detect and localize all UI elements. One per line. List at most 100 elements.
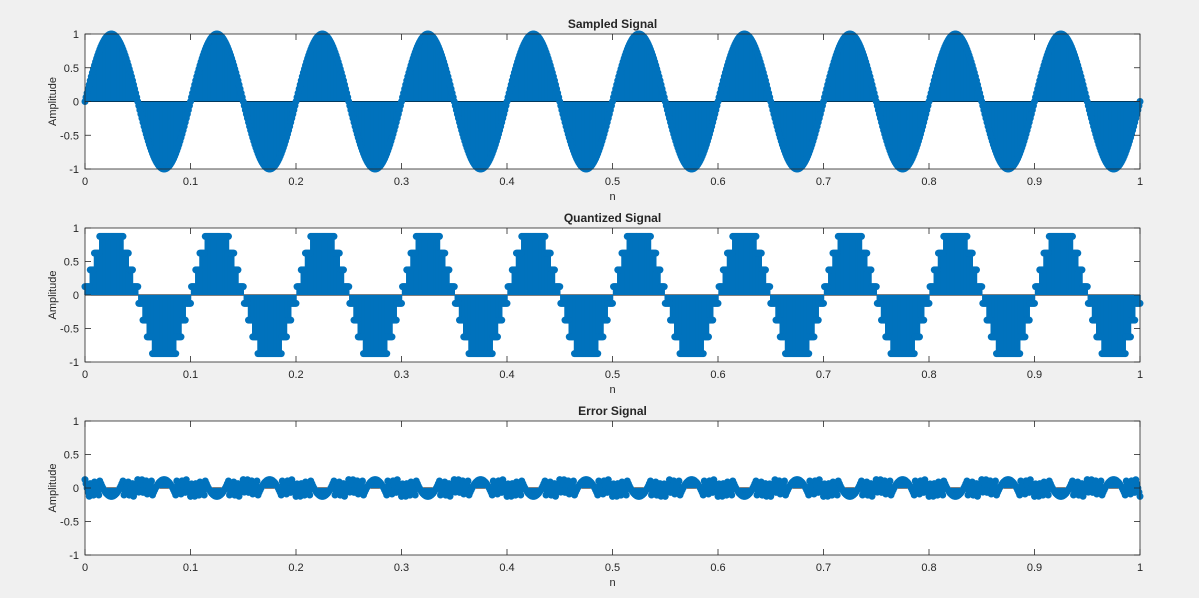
data-point (709, 316, 717, 324)
data-point (1121, 350, 1129, 358)
x-tick-label: 0.2 (288, 369, 303, 381)
data-point (968, 249, 976, 257)
x-axis-label: n (609, 191, 615, 203)
data-point (805, 350, 813, 358)
data-point (134, 283, 142, 291)
data-point (1044, 249, 1052, 257)
x-tick-label: 0.5 (605, 176, 620, 188)
data-point (660, 283, 668, 291)
data-point (296, 283, 304, 291)
data-point (383, 350, 391, 358)
data-point (963, 232, 971, 240)
data-point (810, 333, 818, 341)
x-tick-label: 0.6 (710, 176, 725, 188)
y-tick-label: 0.5 (64, 257, 79, 269)
stem-markers (81, 232, 1144, 358)
x-tick-label: 0 (82, 369, 88, 381)
data-point (358, 333, 366, 341)
data-point (665, 299, 673, 307)
data-point (402, 283, 410, 291)
data-point (353, 316, 361, 324)
data-point (609, 299, 616, 307)
data-point (300, 266, 308, 274)
data-point (876, 299, 884, 307)
data-point (292, 299, 300, 307)
data-point (95, 249, 103, 257)
data-point (833, 249, 841, 257)
data-point (569, 333, 577, 341)
data-point (339, 266, 347, 274)
data-point (511, 266, 519, 274)
data-point (1068, 232, 1076, 240)
data-point (728, 249, 736, 257)
y-tick-label: 1 (73, 223, 79, 235)
data-point (147, 333, 155, 341)
x-tick-label: 0.7 (816, 176, 831, 188)
data-point (814, 316, 822, 324)
data-point (933, 266, 941, 274)
data-point (248, 316, 256, 324)
subplot-2: 0 0.1 0.2 0.3 0.4 0.5 0.6 0.7 0.8 0.9 1 -1 -0.5 0 0.5 1… (47, 211, 1144, 396)
data-point (411, 249, 419, 257)
data-point (119, 232, 127, 240)
x-axis-label: n (609, 384, 615, 396)
data-point (757, 249, 765, 257)
data-point (867, 266, 875, 274)
data-point (1039, 266, 1047, 274)
data-point (138, 299, 146, 307)
data-point (494, 333, 502, 341)
data-point (939, 249, 947, 257)
data-point (224, 232, 232, 240)
data-point (752, 232, 760, 240)
data-point (200, 249, 208, 257)
data-point (670, 316, 678, 324)
y-axis-label: Amplitude (47, 77, 59, 126)
data-point (283, 333, 291, 341)
data-point (306, 249, 314, 257)
data-point (929, 283, 937, 291)
data-point (454, 299, 462, 307)
data-point (277, 350, 285, 358)
data-point (594, 350, 602, 358)
x-tick-label: 1 (1137, 369, 1143, 381)
data-point (925, 299, 933, 307)
data-point (1078, 266, 1086, 274)
subplot-1: 0 0.1 0.2 0.3 0.4 0.5 0.6 0.7 0.8 0.9 1 -1 -0.5 0 0.5 1… (47, 17, 1144, 203)
y-tick-label: 0.5 (64, 63, 79, 75)
data-point (435, 232, 443, 240)
y-axis-label: Amplitude (47, 271, 59, 320)
data-point (766, 283, 774, 291)
data-point (230, 249, 238, 257)
plot-title: Sampled Signal (568, 17, 657, 31)
x-tick-label: 0.3 (394, 369, 409, 381)
data-point (441, 249, 449, 257)
data-point (243, 299, 251, 307)
data-point (986, 316, 994, 324)
data-point (718, 283, 726, 291)
data-point (239, 283, 247, 291)
data-point (1097, 333, 1105, 341)
data-point (507, 283, 515, 291)
data-point (560, 299, 568, 307)
y-tick-label: -1 (69, 357, 79, 369)
data-point (622, 249, 630, 257)
data-point (191, 283, 199, 291)
data-point (775, 316, 783, 324)
data-point (406, 266, 414, 274)
data-point (705, 333, 713, 341)
y-tick-label: 0 (73, 290, 79, 302)
data-point (820, 299, 827, 307)
data-point (459, 316, 467, 324)
data-point (1021, 333, 1029, 341)
data-point (450, 283, 458, 291)
x-tick-label: 0.2 (288, 176, 303, 188)
data-point (863, 249, 871, 257)
data-point (398, 299, 405, 307)
data-point (488, 350, 496, 358)
data-point (1074, 249, 1082, 257)
data-point (1087, 299, 1095, 307)
data-point (910, 350, 918, 358)
data-point (771, 299, 779, 307)
subplot-3: 0 0.1 0.2 0.3 0.4 0.5 0.6 0.7 0.8 0.9 1-1-0.500.51… (47, 404, 1144, 589)
data-point (172, 350, 180, 358)
